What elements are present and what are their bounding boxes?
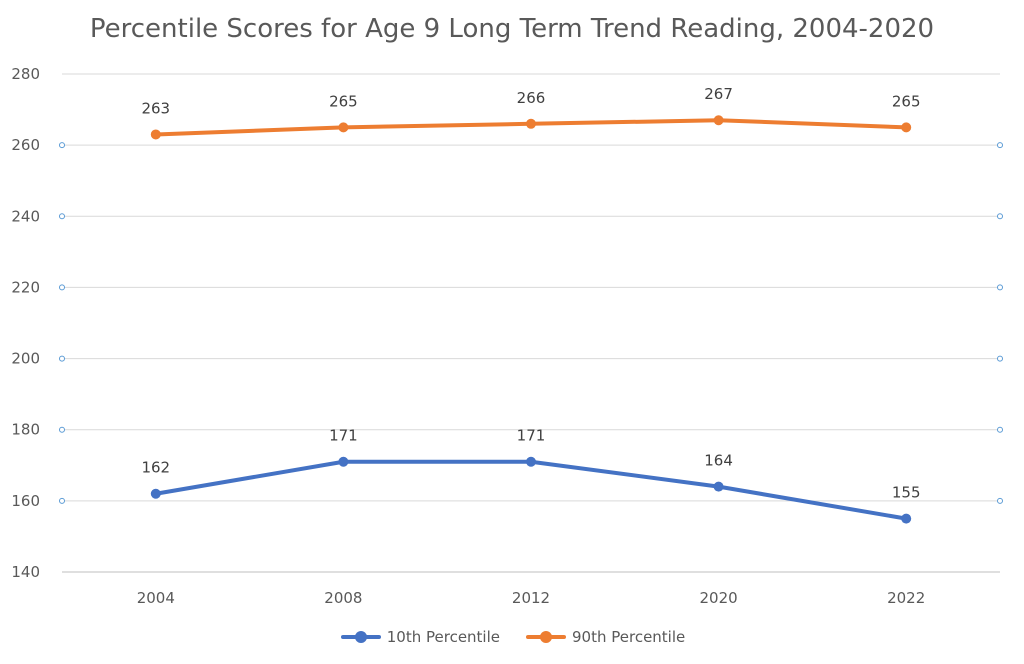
data-label: 171 xyxy=(329,427,358,445)
legend-swatch xyxy=(339,630,383,644)
legend: 10th Percentile 90th Percentile xyxy=(0,628,1024,646)
y-tick-label: 160 xyxy=(11,492,40,510)
data-point xyxy=(901,513,912,524)
data-label: 263 xyxy=(141,99,170,117)
grid-marker-left xyxy=(59,355,65,362)
data-point xyxy=(150,488,161,499)
data-point xyxy=(901,122,912,133)
legend-label: 10th Percentile xyxy=(386,628,500,646)
data-point xyxy=(150,129,161,140)
x-tick-label: 2008 xyxy=(324,589,362,607)
x-tick-label: 2012 xyxy=(512,589,550,607)
legend-item: 10th Percentile xyxy=(339,628,500,646)
grid-marker-right xyxy=(997,142,1003,149)
grid-marker-left xyxy=(59,284,65,291)
grid-marker-right xyxy=(997,213,1003,220)
data-point xyxy=(713,115,724,126)
data-point xyxy=(526,118,536,129)
data-point xyxy=(526,456,536,467)
x-tick-label: 2020 xyxy=(700,589,738,607)
data-point xyxy=(338,122,349,133)
grid-marker-left xyxy=(59,497,65,504)
data-label: 267 xyxy=(704,85,733,103)
legend-label: 90th Percentile xyxy=(572,628,686,646)
data-label: 155 xyxy=(892,484,921,502)
y-tick-label: 200 xyxy=(11,350,40,368)
grid-marker-right xyxy=(997,426,1003,433)
data-label: 266 xyxy=(517,89,546,107)
data-label: 265 xyxy=(329,92,358,110)
grid-marker-left xyxy=(59,426,65,433)
series-line-1 xyxy=(153,459,909,521)
y-tick-label: 140 xyxy=(11,563,40,581)
y-tick-label: 220 xyxy=(11,278,40,296)
legend-swatch xyxy=(524,630,568,644)
data-point xyxy=(338,456,349,467)
y-tick-label: 260 xyxy=(11,136,40,154)
data-label: 162 xyxy=(141,459,170,477)
grid-marker-left xyxy=(59,142,65,149)
chart-title: Percentile Scores for Age 9 Long Term Tr… xyxy=(89,14,935,44)
y-tick-label: 180 xyxy=(11,421,40,439)
data-label: 265 xyxy=(892,92,921,110)
y-tick-label: 240 xyxy=(11,207,40,225)
data-point xyxy=(713,481,724,492)
grid-marker-right xyxy=(997,497,1003,504)
grid-marker-right xyxy=(997,355,1003,362)
y-tick-label: 280 xyxy=(11,65,40,83)
x-tick-label: 2004 xyxy=(137,589,175,607)
data-label: 171 xyxy=(517,427,546,445)
legend-item: 90th Percentile xyxy=(524,628,685,646)
data-label: 164 xyxy=(704,452,733,470)
grid-marker-left xyxy=(59,213,65,220)
grid-marker-right xyxy=(997,284,1003,291)
x-tick-label: 2022 xyxy=(887,589,925,607)
